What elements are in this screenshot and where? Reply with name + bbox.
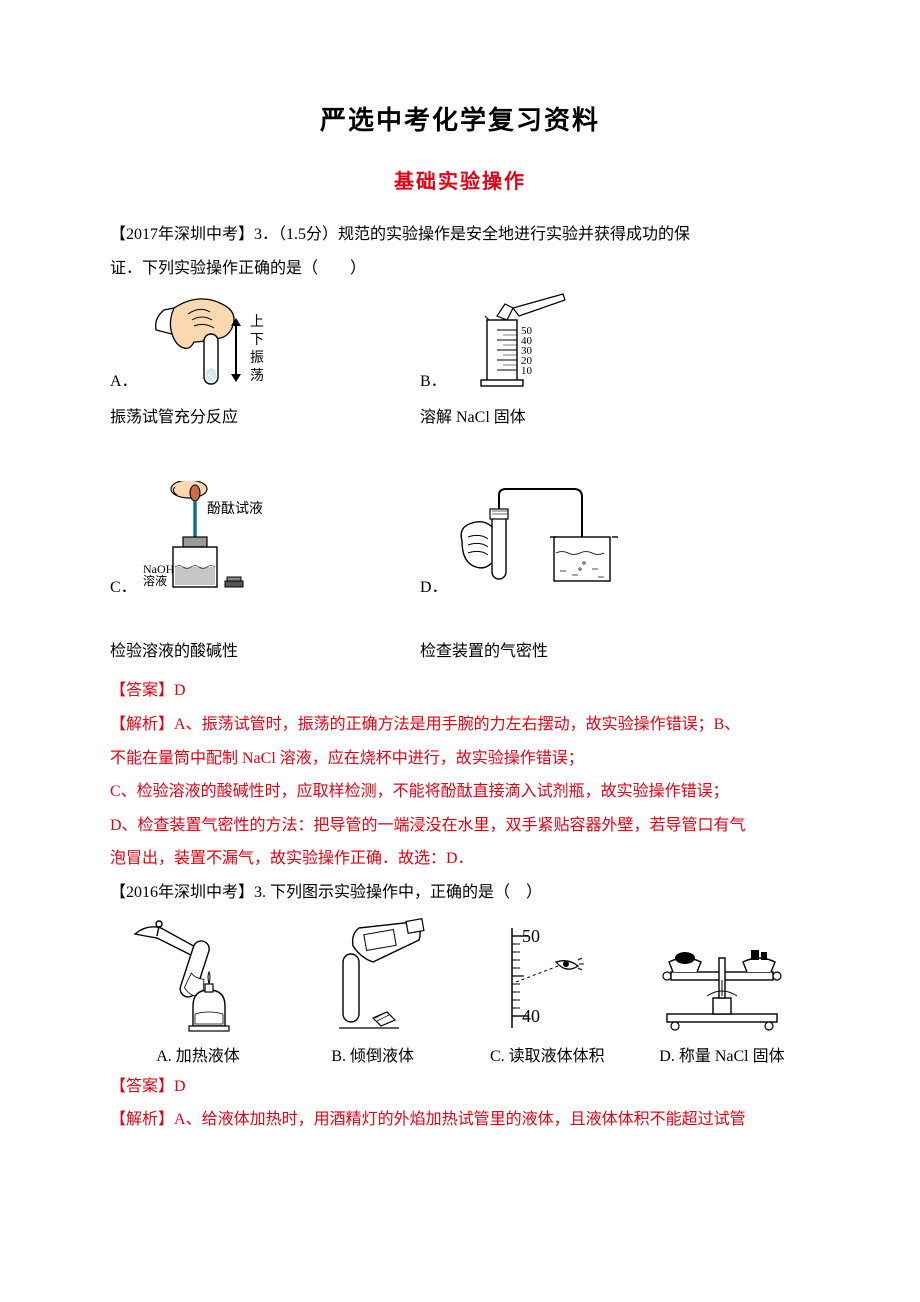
svg-text:振: 振 xyxy=(250,350,264,366)
q2-answer: 【答案】D xyxy=(110,1070,810,1104)
q1-stem-line2: 证．下列实验操作正确的是（ ） xyxy=(110,252,810,286)
option-c-letter: C． xyxy=(110,573,137,601)
q1-answer: 【答案】D xyxy=(110,674,810,708)
q1-stem-line1: 【2017年深圳中考】3．（1.5分）规范的实验操作是安全地进行实验并获得成功的… xyxy=(110,218,810,252)
figure-a-shake-tube-icon: 上 下 振 荡 xyxy=(144,290,314,395)
figure-c-dropper-icon: 酚酞试液 NaOH 溶液 xyxy=(143,481,333,601)
svg-text:溶液: 溶液 xyxy=(143,573,167,588)
svg-text:荡: 荡 xyxy=(250,368,264,384)
figure-q2a-heating-icon xyxy=(133,918,263,1038)
q2-option-c-caption: C. 读取液体体积 xyxy=(467,1042,627,1066)
q1-analysis-line2: 不能在量筒中配制 NaCl 溶液，应在烧杯中进行，故实验操作错误； xyxy=(110,742,810,776)
svg-text:下: 下 xyxy=(250,333,264,348)
figure-q2d-balance-icon xyxy=(647,918,797,1038)
option-d-caption: 检查装置的气密性 xyxy=(420,635,730,669)
option-a-letter: A． xyxy=(110,367,138,395)
option-c-caption: 检验溶液的酸碱性 xyxy=(110,635,420,669)
q2-option-b-caption: B. 倾倒液体 xyxy=(293,1042,453,1066)
q2-option-d-caption: D. 称量 NaCl 固体 xyxy=(642,1042,802,1066)
q2-analysis-label: 【解析】 xyxy=(110,1111,174,1128)
option-d-letter: D． xyxy=(420,573,448,601)
q2-stem: 【2016年深圳中考】3. 下列图示实验操作中，正确的是（ ） xyxy=(110,876,810,910)
title-sub: 基础实验操作 xyxy=(110,165,810,194)
svg-text:10: 10 xyxy=(521,365,533,377)
figure-q2c-reading-icon: 50 40 xyxy=(492,918,602,1038)
svg-text:上: 上 xyxy=(250,314,264,330)
q2-analysis: 【解析】A、给液体加热时，用酒精灯的外焰加热试管里的液体，且液体体积不能超过试管 xyxy=(110,1103,810,1137)
option-b-caption: 溶解 NaCl 固体 xyxy=(420,401,730,435)
q2-option-a-caption: A. 加热液体 xyxy=(118,1042,278,1066)
figure-q2b-pouring-icon xyxy=(303,918,443,1038)
analysis-text-1: A、振荡试管时，振荡的正确方法是用手腕的力左右摆动，故实验操作错误；B、 xyxy=(174,716,740,733)
q1-analysis-line1: 【解析】A、振荡试管时，振荡的正确方法是用手腕的力左右摆动，故实验操作错误；B、 xyxy=(110,708,810,742)
figure-b-cylinder-icon: 50 40 30 20 10 xyxy=(453,290,583,395)
svg-text:酚酞试液: 酚酞试液 xyxy=(207,501,263,517)
q1-analysis-line5: 泡冒出，装置不漏气，故实验操作正确．故选：D． xyxy=(110,842,810,876)
analysis-label: 【解析】 xyxy=(110,716,174,733)
q1-analysis-line4: D、检查装置气密性的方法：把导管的一端浸没在水里，双手紧贴容器外壁，若导管口有气 xyxy=(110,809,810,843)
q1-analysis-line3: C、检验溶液的酸碱性时，应取样检测，不能将酚酞直接滴入试剂瓶，故实验操作错误； xyxy=(110,775,810,809)
figure-d-airtightness-icon xyxy=(454,481,634,601)
option-b-letter: B． xyxy=(420,367,447,395)
option-a-caption: 振荡试管充分反应 xyxy=(110,401,420,435)
title-main: 严选中考化学复习资料 xyxy=(110,100,810,137)
q2-analysis-text: A、给液体加热时，用酒精灯的外焰加热试管里的液体，且液体体积不能超过试管 xyxy=(174,1111,746,1128)
